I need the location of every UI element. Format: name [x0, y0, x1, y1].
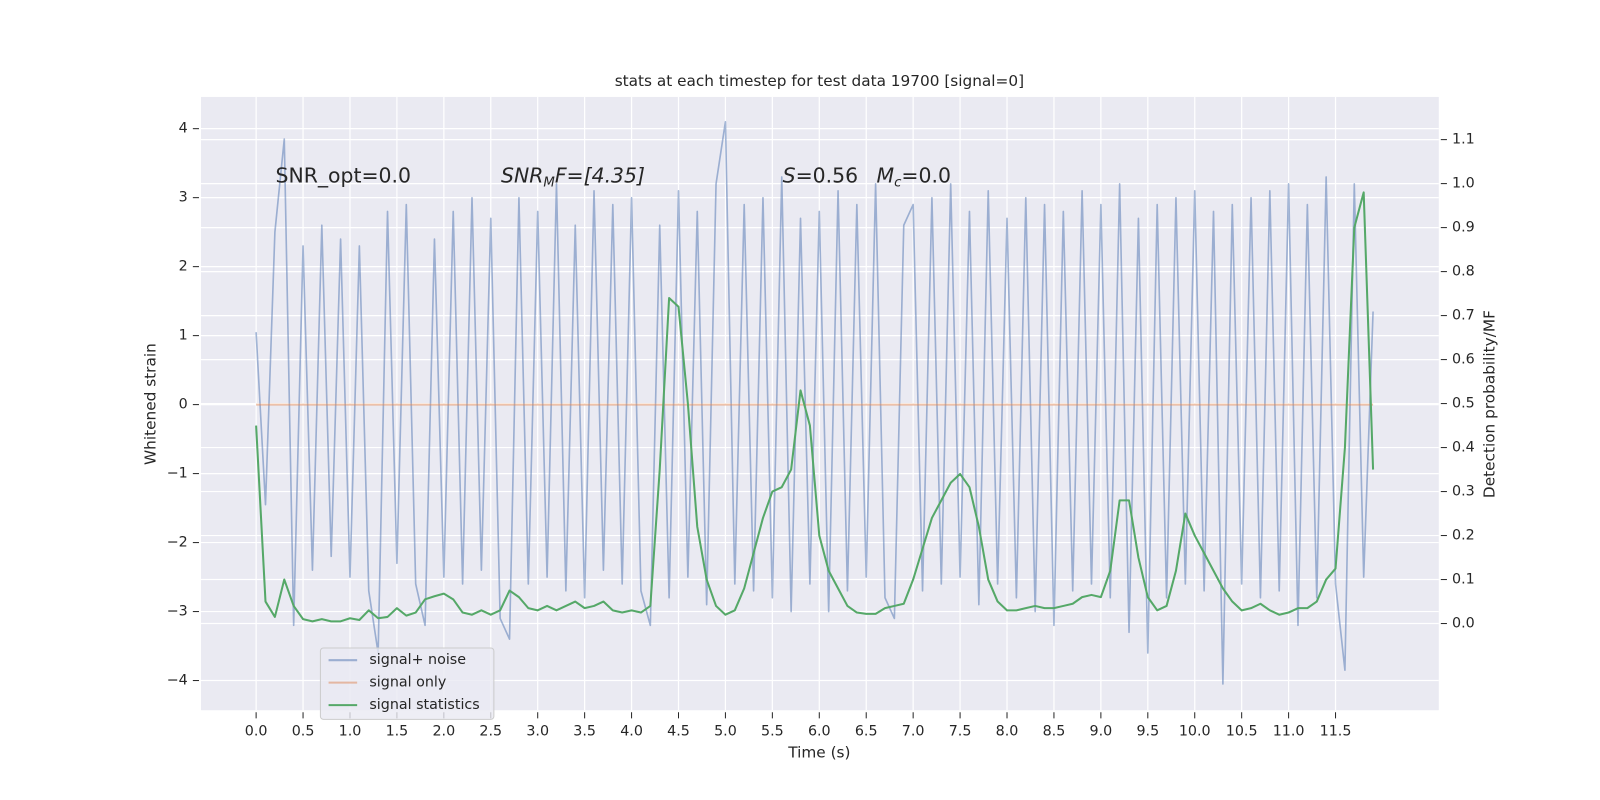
x-tick-label: 2.0: [432, 724, 455, 740]
annotation-text: M: [877, 164, 895, 188]
x-tick-label: 7.5: [949, 724, 972, 740]
axes: 0.0 0.5 1.0 1.5 2.0 2.5 3.0 3.5 4.0 4.5 5.0 5.5 6.0 6…: [167, 121, 1475, 740]
x-tick-label: 4.5: [667, 724, 690, 740]
y2-tick-label: 0.4: [1452, 440, 1475, 456]
x-tick-label: 11.5: [1320, 724, 1352, 740]
x-tick-label: 2.5: [479, 724, 502, 740]
annotation-text: =0.0: [901, 164, 951, 188]
x-tick-label: 5.0: [714, 724, 737, 740]
x-tick-label: 3.5: [573, 724, 596, 740]
y-tick-label: 2: [179, 259, 188, 275]
x-tick-label: 6.5: [855, 724, 878, 740]
y2-tick-label: 0.6: [1452, 352, 1475, 368]
y2-tick-label: 1.0: [1452, 176, 1475, 192]
x-tick-label: 4.0: [620, 724, 643, 740]
x-tick-label: 0.0: [245, 724, 268, 740]
annotation: Mc=0.0: [877, 164, 951, 191]
x-tick-label: 9.5: [1136, 724, 1159, 740]
x-tick-label: 11.0: [1273, 724, 1305, 740]
x-tick-label: 9.0: [1090, 724, 1113, 740]
x-tick-label: 8.0: [996, 724, 1019, 740]
annotation-text: SNR: [501, 164, 543, 188]
y2-axis-label: Detection probability/MF: [1480, 310, 1498, 498]
y2-tick-label: 1.1: [1452, 132, 1475, 148]
y-tick-label: 0: [179, 397, 188, 413]
y-tick-label: 4: [179, 121, 188, 137]
y-tick-label: −4: [167, 673, 188, 689]
chart-title: stats at each timestep for test data 197…: [615, 72, 1024, 90]
marks: [255, 120, 1375, 685]
y2-tick-label: 0.2: [1452, 528, 1475, 544]
x-tick-label: 10.5: [1226, 724, 1258, 740]
annotation: SNRMF=[4.35]: [501, 164, 645, 191]
annotation-text: S: [783, 164, 796, 188]
annotation: S=0.56: [783, 164, 858, 188]
x-tick-label: 5.5: [761, 724, 784, 740]
y-tick-label: −3: [167, 604, 188, 620]
annotation-text: =0.56: [796, 164, 859, 188]
legend-box: [319, 647, 495, 720]
y2-tick-label: 0.5: [1452, 396, 1475, 412]
x-tick-label: 6.0: [808, 724, 831, 740]
x-tick-label: 3.0: [526, 724, 549, 740]
legend-label: signal+ noise: [369, 652, 466, 668]
y2-tick-label: 0.8: [1452, 264, 1475, 280]
y2-tick-label: 0.9: [1452, 220, 1475, 236]
legend-label: signal only: [369, 675, 446, 691]
y-tick-label: 1: [179, 328, 188, 344]
y2-tick-label: 0.0: [1452, 616, 1475, 632]
y-tick-label: 3: [179, 190, 188, 206]
x-tick-label: 7.0: [902, 724, 925, 740]
annotation-text: F=[4.35]: [555, 164, 645, 188]
annotation-subscript: c: [894, 176, 902, 191]
x-tick-label: 0.5: [292, 724, 315, 740]
series-line: [255, 191, 1375, 623]
legend: signal+ noise signal only signal statistic…: [319, 647, 495, 720]
y-tick-label: −1: [167, 466, 188, 482]
x-tick-label: 10.0: [1179, 724, 1211, 740]
y2-tick-label: 0.1: [1452, 572, 1475, 588]
x-axis-label: Time (s): [787, 744, 850, 762]
y-tick-label: −2: [167, 535, 188, 551]
annotation-text: SNR_opt=0.0: [276, 164, 412, 189]
annotation: SNR_opt=0.0: [276, 164, 412, 189]
x-tick-label: 1.0: [339, 724, 362, 740]
annotation-subscript: M: [543, 176, 555, 191]
x-tick-label: 1.5: [386, 724, 409, 740]
y-axis-label: Whitened strain: [142, 343, 160, 465]
legend-label: signal statistics: [369, 697, 479, 713]
y2-tick-label: 0.7: [1452, 308, 1475, 324]
x-tick-label: 8.5: [1043, 724, 1066, 740]
y2-tick-label: 0.3: [1452, 484, 1475, 500]
